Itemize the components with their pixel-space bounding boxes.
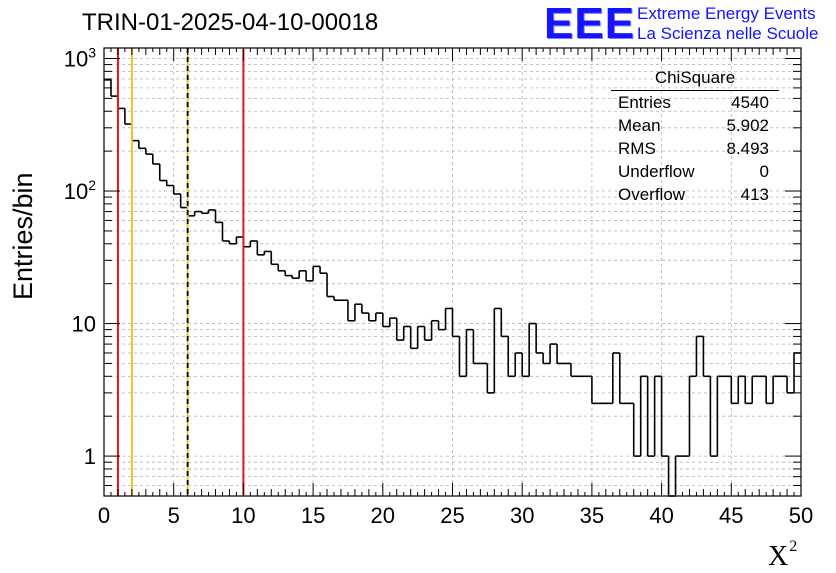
- stats-value: 5.902: [726, 116, 769, 135]
- y-axis-label: Entries/bin: [8, 172, 38, 300]
- plot-frame: [103, 47, 802, 497]
- logo-subtitle-1: Extreme Energy Events: [637, 4, 816, 23]
- x-tick-label: 35: [580, 503, 604, 528]
- chart-title: TRIN-01-2025-04-10-00018: [82, 9, 379, 36]
- y-tick-label: 103: [64, 44, 96, 71]
- x-axis-superscript: 2: [789, 538, 798, 555]
- stats-label: Entries: [618, 93, 671, 112]
- stats-label: Overflow: [618, 185, 686, 204]
- stats-row-overflow: Overflow 413: [611, 183, 779, 206]
- histogram-bars: [104, 79, 801, 497]
- x-tick-label: 30: [510, 503, 534, 528]
- stats-label: Underflow: [618, 162, 695, 181]
- stats-row-mean: Mean 5.902: [611, 114, 779, 137]
- stats-value: 8.493: [726, 139, 769, 158]
- x-axis-label: X2: [768, 538, 797, 573]
- x-tick-label: 20: [371, 503, 395, 528]
- reference-lines: [116, 48, 245, 496]
- x-tick-label: 15: [301, 503, 325, 528]
- logo-subtitle-2: La Scienza nelle Scuole: [637, 24, 819, 43]
- x-tick-label: 5: [168, 503, 180, 528]
- tick-labels: 0 5 10 15 20 25 30 35 40 45 50 1 10 102 103: [64, 44, 814, 528]
- stats-label: Mean: [618, 116, 661, 135]
- x-tick-label: 10: [231, 503, 255, 528]
- x-tick-label: 45: [719, 503, 743, 528]
- stats-value: 413: [740, 185, 769, 204]
- y-tick-label: 1: [84, 444, 96, 469]
- stats-row-rms: RMS 8.493: [611, 137, 779, 160]
- stats-value: 4540: [731, 93, 769, 112]
- axis-ticks: [103, 48, 802, 497]
- stats-box: ChiSquare Entries 4540 Mean 5.902 RMS 8.493…: [611, 67, 779, 206]
- x-tick-label: 25: [440, 503, 464, 528]
- stats-row-underflow: Underflow 0: [611, 160, 779, 183]
- stats-label: RMS: [618, 139, 656, 158]
- stats-title: ChiSquare: [611, 67, 779, 91]
- x-axis-symbol: X: [768, 541, 789, 572]
- eee-logo: EEE: [544, 0, 636, 48]
- y-tick-label: 10: [72, 312, 96, 337]
- stats-value: 0: [759, 162, 769, 181]
- x-tick-label: 0: [98, 503, 110, 528]
- x-tick-label: 50: [789, 503, 813, 528]
- y-tick-label: 102: [64, 177, 96, 204]
- x-tick-label: 40: [649, 503, 673, 528]
- stats-row-entries: Entries 4540: [611, 91, 779, 114]
